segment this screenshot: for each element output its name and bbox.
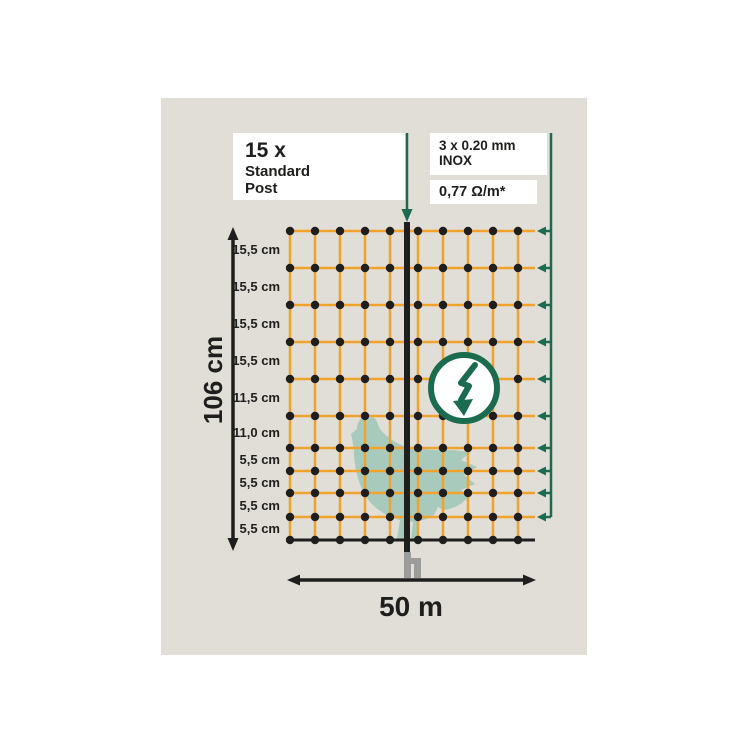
fence-post [404, 222, 410, 552]
net-length-label: 50 m [379, 591, 443, 622]
row-spacing-label: 11,0 cm [233, 425, 280, 440]
net-height-label: 106 cm [198, 335, 228, 425]
height-dimension-arrow [227, 227, 239, 551]
conductor-spec-box: 3 x 0.20 mm INOX [430, 133, 547, 175]
left-arrows-icon [537, 133, 553, 522]
net-graphic [227, 133, 553, 586]
post-label-line2: Post [245, 180, 278, 197]
lightning-bolt-icon [428, 352, 500, 424]
row-spacing-label: 5,5 cm [239, 521, 280, 536]
row-spacing-label: 5,5 cm [239, 498, 280, 513]
row-spacing-label: 15,5 cm [232, 353, 280, 368]
row-spacing-label: 15,5 cm [232, 279, 280, 294]
row-spacing-label: 5,5 cm [239, 475, 280, 490]
down-arrow-icon [401, 133, 413, 222]
post-count-box: 15 x Standard Post [233, 133, 405, 200]
resistance-spec-box: 0,77 Ω/m* [430, 180, 537, 204]
row-spacing-label: 5,5 cm [239, 452, 280, 467]
post-label-line1: Standard [245, 163, 311, 180]
row-spacing-label: 15,5 cm [232, 316, 280, 331]
net-knot-dots [285, 226, 523, 545]
post-count: 15 x [245, 139, 286, 162]
length-dimension-arrow [287, 574, 536, 586]
row-spacing-label: 11,5 cm [233, 390, 280, 405]
ground-spike [404, 552, 421, 578]
row-spacing-label: 15,5 cm [232, 242, 280, 257]
chicken-icon [351, 416, 477, 540]
product-diagram-panel: 15 x Standard Post 3 x 0.20 mm INOX 0,77… [161, 98, 587, 655]
